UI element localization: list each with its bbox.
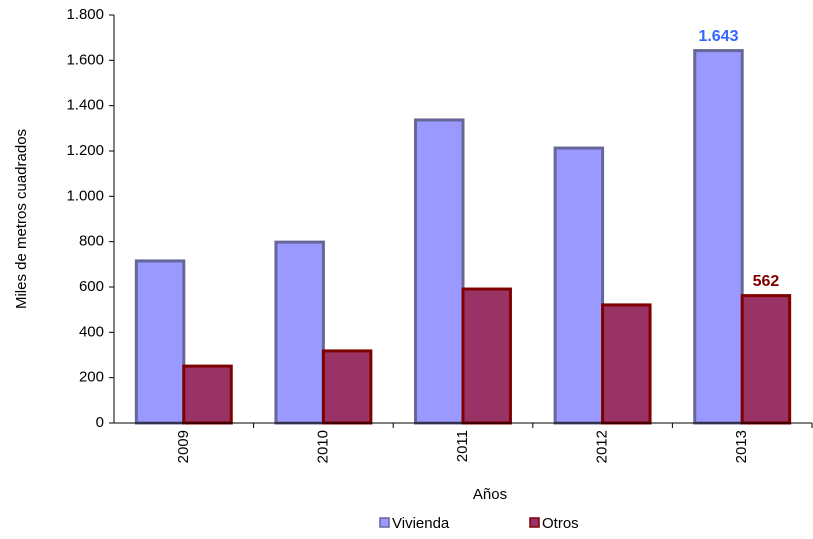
bar bbox=[274, 240, 325, 425]
data-label: 562 bbox=[753, 273, 780, 290]
x-tick-label: 2010 bbox=[314, 430, 331, 463]
bar bbox=[553, 146, 605, 425]
x-tick-label: 2013 bbox=[733, 430, 750, 463]
legend-label: Otros bbox=[542, 515, 579, 532]
y-tick-label: 1.600 bbox=[66, 51, 104, 68]
bar bbox=[740, 294, 792, 425]
y-tick-label: 1.000 bbox=[66, 187, 104, 204]
y-tick-label: 1.800 bbox=[66, 6, 104, 23]
bar bbox=[414, 118, 465, 425]
y-tick-label: 200 bbox=[79, 369, 104, 386]
y-tick-label: 1.200 bbox=[66, 142, 104, 159]
bar bbox=[321, 349, 373, 425]
y-axis-title: Miles de metros cuadrados bbox=[13, 129, 30, 309]
bar bbox=[693, 49, 744, 425]
x-tick-label: 2012 bbox=[594, 430, 611, 463]
y-tick-label: 800 bbox=[79, 233, 104, 250]
x-axis-title: Años bbox=[473, 486, 507, 503]
y-tick-label: 0 bbox=[96, 414, 104, 431]
x-tick-label: 2009 bbox=[175, 430, 192, 463]
legend-label: Vivienda bbox=[392, 515, 450, 532]
bar bbox=[182, 364, 233, 425]
y-tick-label: 400 bbox=[79, 323, 104, 340]
y-tick-label: 600 bbox=[79, 278, 104, 295]
x-tick-label: 2011 bbox=[454, 430, 471, 462]
y-tick-label: 1.400 bbox=[66, 97, 104, 114]
bar bbox=[461, 287, 512, 425]
legend-swatch bbox=[529, 517, 540, 528]
data-label: 1.643 bbox=[698, 28, 738, 45]
legend-swatch bbox=[379, 517, 390, 528]
bar bbox=[601, 303, 652, 425]
bar bbox=[134, 259, 186, 425]
